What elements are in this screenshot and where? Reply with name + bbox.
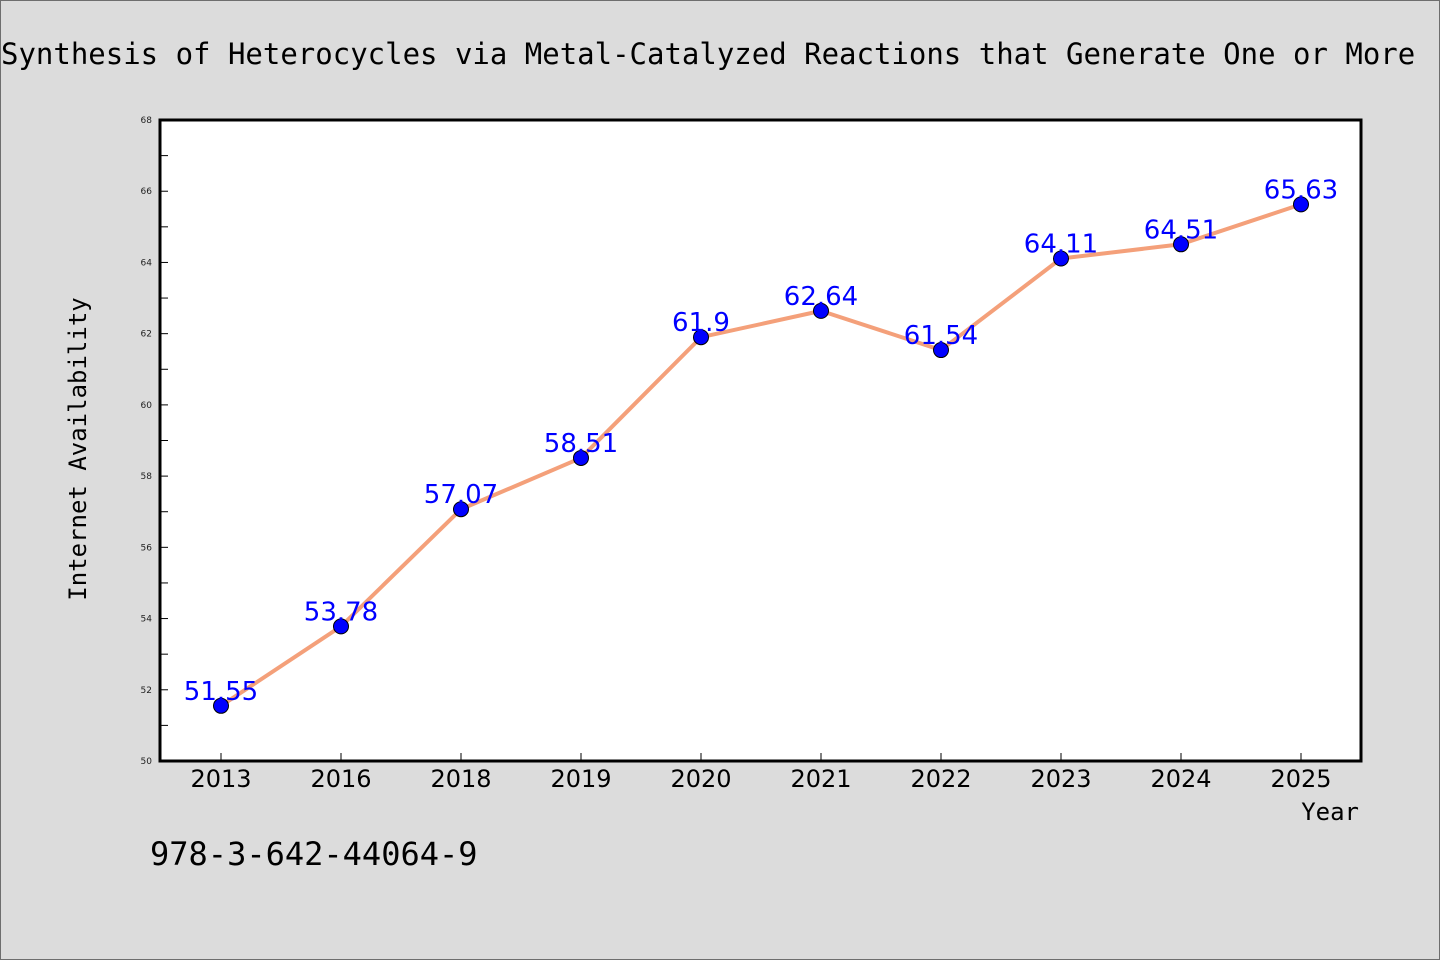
data-label: 64.51 [1144, 215, 1218, 245]
y-tick-label: 54 [141, 615, 153, 625]
x-tick-label: 2018 [430, 765, 491, 793]
data-point [213, 697, 229, 714]
y-tick-label: 60 [141, 401, 153, 411]
y-axis: 50 52 54 56 58 60 62 64 66 68 [141, 116, 168, 767]
y-tick-label: 68 [141, 116, 153, 126]
data-label: 51.55 [184, 677, 258, 707]
x-tick-label: 2025 [1270, 765, 1331, 793]
series-layer [213, 196, 1309, 714]
x-tick-label: 2023 [1030, 765, 1091, 793]
data-point [453, 501, 469, 518]
data-point [813, 302, 829, 319]
x-axis: 2013 2016 2018 2019 2020 2021 2022 2023 2024 2025 [190, 753, 1332, 793]
x-tick-label: 2022 [910, 765, 971, 793]
y-tick-label: 56 [141, 543, 153, 553]
y-axis-label: Internet Availability [64, 297, 92, 600]
x-tick-label: 2021 [790, 765, 851, 793]
y-tick-label: 64 [141, 258, 153, 268]
y-tick-label: 52 [141, 686, 152, 696]
data-label: 57.07 [424, 480, 498, 510]
data-label: 61.54 [904, 321, 978, 351]
data-point [573, 449, 589, 466]
series-line [219, 202, 1302, 708]
data-label: 62.64 [784, 282, 858, 312]
x-tick-label: 2020 [670, 765, 731, 793]
data-point [333, 618, 349, 635]
data-label: 64.11 [1024, 230, 1098, 260]
data-label: 61.9 [672, 308, 730, 338]
chart-title: Synthesis of Heterocycles via Metal-Cata… [1, 37, 1415, 71]
footnote-isbn: 978-3-642-44064-9 [150, 835, 478, 873]
plot-area [158, 118, 1363, 763]
data-point [1293, 196, 1309, 213]
y-tick-label: 62 [141, 330, 152, 340]
x-tick-label: 2024 [1150, 765, 1211, 793]
data-point [693, 329, 709, 346]
data-label: 53.78 [304, 597, 378, 627]
x-axis-label: Year [1301, 798, 1359, 826]
y-tick-label: 66 [141, 187, 153, 197]
data-labels-layer: 51.55 53.78 57.07 58.51 61.9 62.64 61.54 64.11 6… [184, 175, 1338, 706]
data-point [933, 342, 949, 359]
data-point [1053, 250, 1069, 267]
y-tick-label: 58 [141, 472, 153, 482]
x-tick-label: 2016 [310, 765, 371, 793]
x-tick-label: 2013 [190, 765, 251, 793]
y-tick-label: 50 [141, 757, 153, 767]
data-point [1173, 236, 1189, 253]
data-label: 65.63 [1264, 175, 1338, 205]
x-tick-label: 2019 [550, 765, 611, 793]
data-label: 58.51 [544, 429, 618, 459]
